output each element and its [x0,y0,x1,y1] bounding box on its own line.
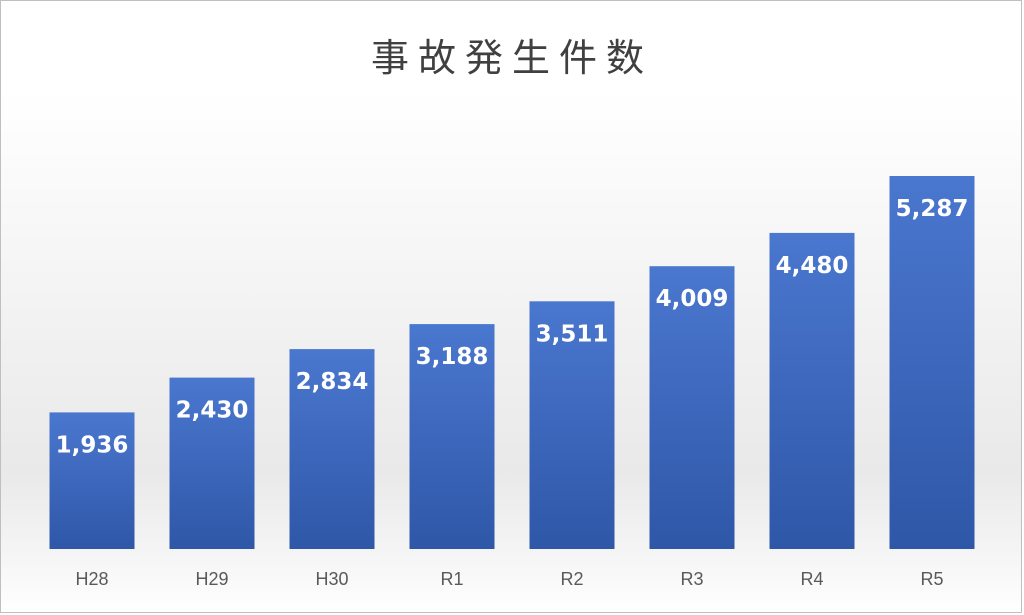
x-tick-r2: R2 [560,569,583,589]
x-tick-h30: H30 [315,569,348,589]
x-tick-r3: R3 [680,569,703,589]
value-label-r4: 4,480 [776,253,849,279]
chart-title: 事故発生件数 [371,36,653,80]
x-tick-h28: H28 [75,569,108,589]
bar-h30 [289,349,375,549]
bar-r2 [529,301,615,549]
bar-r1 [409,324,495,549]
x-axis-tick-labels: H28 H29 H30 R1 R2 R3 R4 R5 [75,569,943,589]
value-label-h30: 2,834 [296,369,369,395]
bar-r3 [649,266,735,549]
value-labels-group: 1,936 2,430 2,834 3,188 3,511 4,009 4,480 5,287 [56,196,969,458]
bar-r5 [889,176,975,549]
bar-r4 [769,232,855,549]
value-label-h29: 2,430 [176,398,249,424]
x-tick-r5: R5 [920,569,943,589]
x-tick-r4: R4 [800,569,823,589]
x-tick-r1: R1 [440,569,463,589]
value-label-h28: 1,936 [56,432,129,458]
bar-h29 [169,377,255,549]
value-label-r3: 4,009 [656,286,729,312]
value-label-r1: 3,188 [416,344,489,370]
bar-h28 [49,412,135,549]
value-label-r5: 5,287 [896,196,969,222]
value-label-r2: 3,511 [536,321,609,347]
bars-group [49,176,975,549]
x-tick-h29: H29 [195,569,228,589]
